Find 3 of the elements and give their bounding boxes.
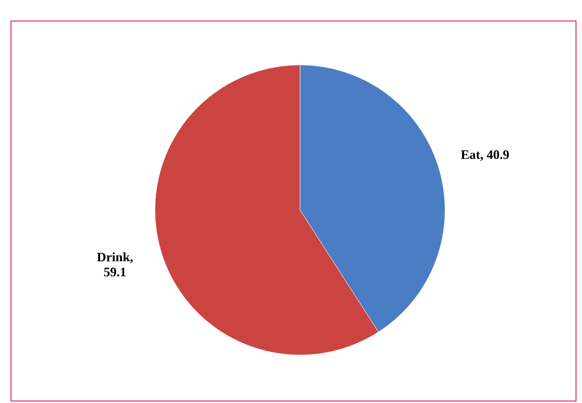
slice-label: Eat [460, 150, 480, 160]
slice-label: Drink [97, 252, 130, 262]
data-label: , 40.9 [480, 150, 509, 161]
